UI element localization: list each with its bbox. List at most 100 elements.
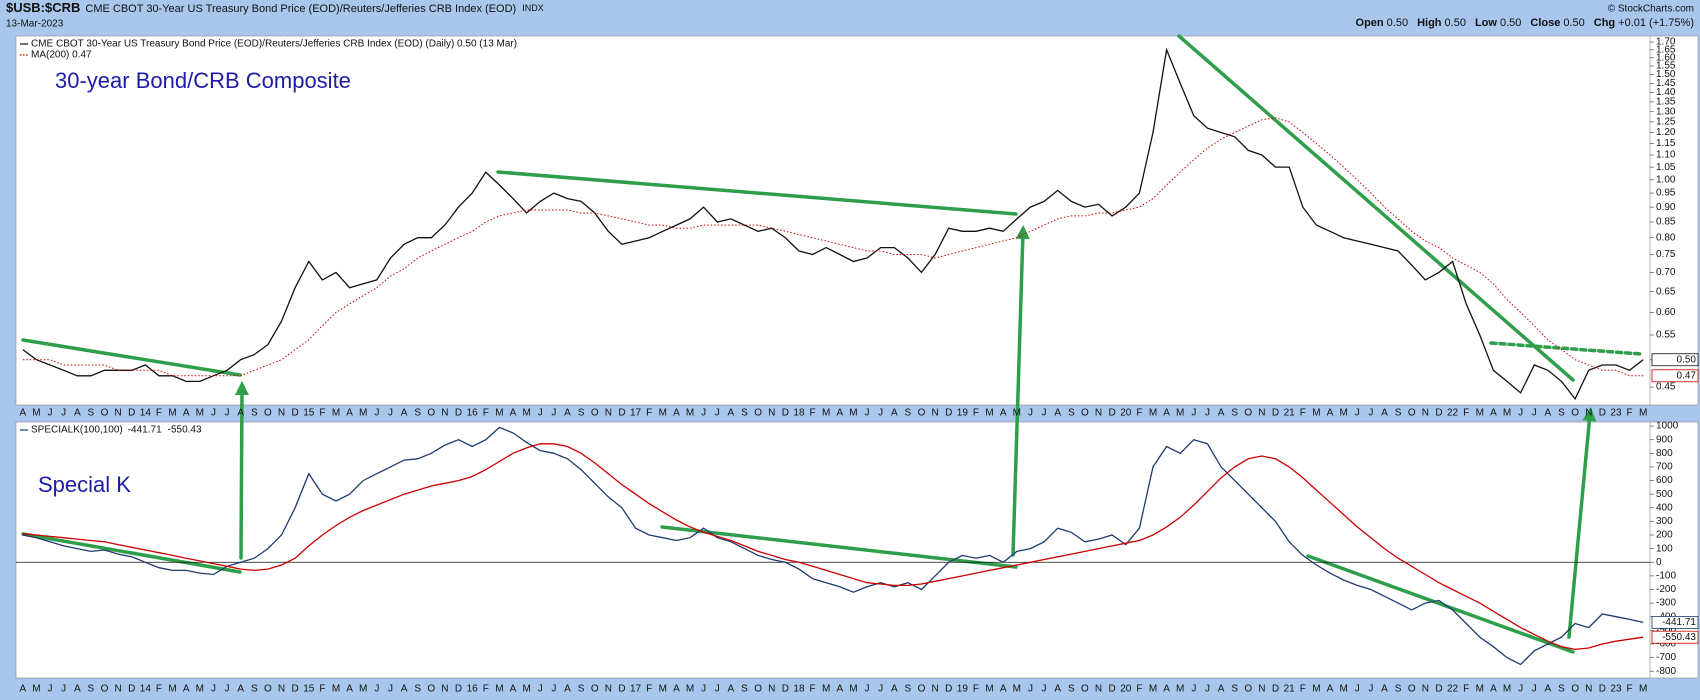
x-tick-label: D [945, 684, 952, 695]
x-tick-label: S [1558, 408, 1565, 419]
x-tick-label: D [1599, 408, 1606, 419]
x-tick-label: O [101, 684, 109, 695]
x-tick-label: A [1218, 684, 1225, 695]
quote-value: +0.01 (+1.75%) [1618, 17, 1694, 29]
x-tick-label: 20 [1120, 408, 1132, 419]
x-tick-label: F [1627, 408, 1633, 419]
x-tick-label: A [564, 408, 571, 419]
last-value-box [1651, 353, 1699, 367]
x-tick-label: J [1205, 684, 1210, 695]
trendline [1177, 34, 1575, 382]
x-tick-label: 22 [1447, 684, 1459, 695]
x-tick-label: O [1408, 684, 1416, 695]
x-tick-label: A [401, 684, 408, 695]
x-tick-label: M [849, 684, 857, 695]
x-tick-label: N [441, 684, 448, 695]
header-line: $USB:$CRB CME CBOT 30-Year US Treasury Bo… [6, 0, 544, 15]
x-tick-label: 17 [630, 684, 642, 695]
arrow [1011, 225, 1030, 557]
x-tick-label: 16 [467, 684, 479, 695]
y-tick-label: 1.70 [1656, 37, 1676, 48]
x-tick-label: M [1013, 684, 1021, 695]
x-tick-label: M [1149, 408, 1157, 419]
x-tick-label: S [414, 408, 421, 419]
x-tick-label: 21 [1284, 684, 1296, 695]
x-tick-label: J [1028, 684, 1033, 695]
x-tick-label: 14 [140, 408, 152, 419]
x-tick-label: J [1368, 684, 1373, 695]
x-tick-label: A [673, 684, 680, 695]
x-tick-label: N [932, 408, 939, 419]
x-tick-label: S [741, 684, 748, 695]
x-tick-label: N [115, 408, 122, 419]
x-tick-label: A [510, 684, 517, 695]
y-tick-label: 400 [1656, 502, 1673, 513]
x-tick-label: M [849, 408, 857, 419]
y-tick-label: 0.65 [1656, 286, 1676, 297]
x-tick-label: M [495, 408, 503, 419]
x-tick-label: A [401, 408, 408, 419]
last-value-label: 0.50 [1677, 354, 1697, 365]
y-tick-label: 900 [1656, 434, 1673, 445]
x-tick-label: N [1095, 684, 1102, 695]
x-tick-label: F [810, 408, 816, 419]
x-tick-label: A [836, 684, 843, 695]
x-tick-label: F [483, 408, 489, 419]
x-tick-label: N [441, 408, 448, 419]
x-tick-label: M [168, 408, 176, 419]
x-tick-label: A [510, 408, 517, 419]
y-tick-label: 1.10 [1656, 150, 1676, 161]
x-tick-label: 15 [303, 684, 315, 695]
y-tick-label: 0.90 [1656, 202, 1676, 213]
x-tick-label: N [1258, 684, 1265, 695]
x-tick-label: M [332, 408, 340, 419]
y-tick-label: 0 [1656, 557, 1662, 568]
x-tick-label: A [1163, 408, 1170, 419]
x-tick-label: D [1435, 684, 1442, 695]
quote-value: 0.50 [1387, 17, 1408, 29]
x-tick-label: O [101, 408, 109, 419]
x-tick-label: A [728, 408, 735, 419]
price-panel [15, 35, 1699, 406]
x-tick-label: D [128, 408, 135, 419]
x-tick-label: S [1231, 684, 1238, 695]
x-tick-label: A [1545, 408, 1552, 419]
x-tick-label: M [1639, 684, 1647, 695]
x-tick-label: M [1013, 408, 1021, 419]
x-tick-label: S [1231, 408, 1238, 419]
x-tick-label: A [346, 684, 353, 695]
x-tick-label: D [128, 684, 135, 695]
y-tick-label: 0.55 [1656, 330, 1676, 341]
x-tick-label: N [1585, 684, 1592, 695]
y-tick-label: 800 [1656, 448, 1673, 459]
x-tick-label: J [878, 408, 883, 419]
x-tick-label: F [973, 408, 979, 419]
x-tick-label: F [319, 684, 325, 695]
x-tick-label: J [865, 684, 870, 695]
arrow [234, 381, 249, 560]
y-tick-label: 1.30 [1656, 106, 1676, 117]
x-tick-label: N [768, 408, 775, 419]
x-tick-label: J [61, 684, 66, 695]
series-line [22, 117, 1644, 377]
x-tick-label: A [728, 684, 735, 695]
x-tick-label: D [292, 408, 299, 419]
x-tick-label: N [1422, 684, 1429, 695]
x-tick-label: A [19, 684, 26, 695]
x-tick-label: N [115, 684, 122, 695]
x-tick-label: O [264, 684, 272, 695]
trendlines [21, 34, 1643, 654]
x-tick-label: M [168, 684, 176, 695]
x-tick-label: S [578, 684, 585, 695]
x-tick-label: M [1339, 684, 1347, 695]
x-tick-label: M [196, 408, 204, 419]
x-tick-label: J [701, 684, 706, 695]
x-tick-label: S [905, 684, 912, 695]
legend-label: MA(200) 0.47 [31, 50, 92, 61]
x-tick-label: 19 [957, 684, 969, 695]
y-tick-label: 200 [1656, 530, 1673, 541]
quote-label: Low [1475, 17, 1497, 29]
x-tick-label: J [1532, 408, 1537, 419]
x-tick-label: A [1490, 408, 1497, 419]
x-tick-label: D [1272, 684, 1279, 695]
